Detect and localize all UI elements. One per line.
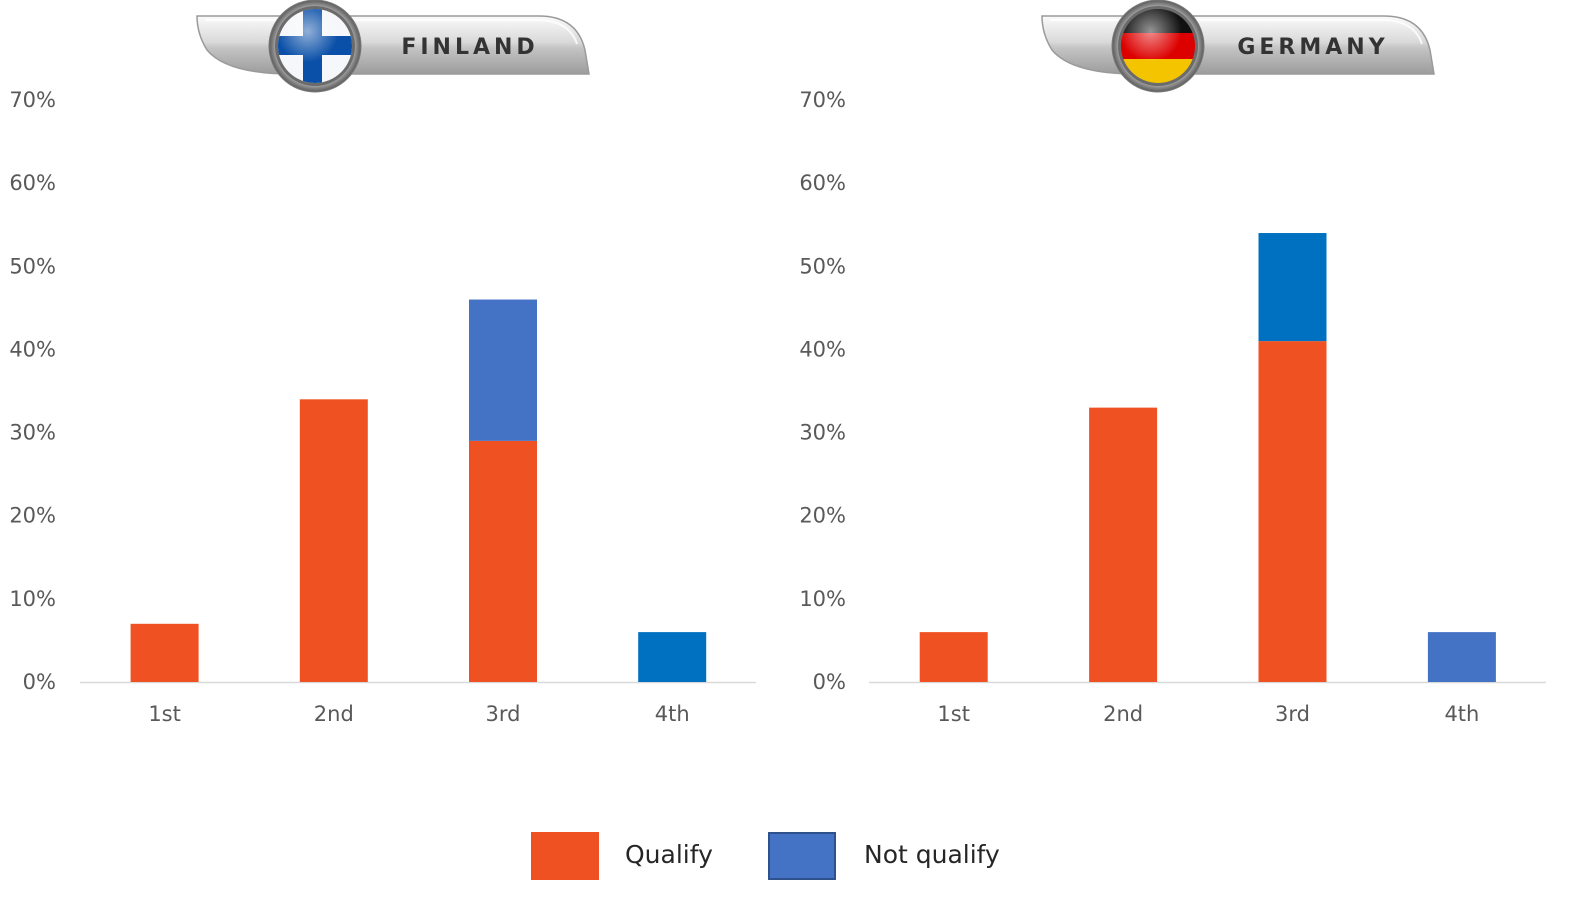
finland-flag-icon: [278, 9, 352, 83]
y-tick-label: 20%: [9, 504, 56, 528]
legend: Qualify Not qualify: [0, 830, 1585, 884]
y-tick-label: 50%: [9, 254, 56, 278]
x-category-label: 3rd: [486, 702, 521, 726]
y-tick-label: 30%: [799, 421, 846, 445]
legend-swatch-qualify: [531, 832, 599, 880]
badge-highlight: [205, 19, 578, 45]
bar-qualify: [1258, 341, 1327, 682]
y-tick-label: 40%: [799, 337, 846, 361]
bar-not-qualify: [1258, 233, 1327, 342]
y-tick-label: 10%: [9, 587, 56, 611]
country-title: FINLAND: [401, 35, 538, 60]
x-category-label: 4th: [655, 702, 690, 726]
country-title: GERMANY: [1237, 35, 1388, 60]
x-category-label: 1st: [937, 702, 970, 726]
y-tick-label: 0%: [813, 670, 846, 694]
country-badge-0: FINLAND: [196, 0, 590, 93]
legend-swatch-not-qualify: [768, 832, 836, 880]
y-tick-label: 60%: [799, 171, 846, 195]
x-category-label: 4th: [1444, 702, 1479, 726]
bar-qualify: [299, 399, 368, 682]
chart-panel-0: 0% 10% 20% 30% 40% 50% 60% 70% 1st 2nd 3rd 4th: [9, 88, 756, 726]
legend-label-not-qualify: Not qualify: [864, 840, 1000, 869]
y-tick-label: 70%: [9, 88, 56, 112]
legend-label-qualify: Qualify: [625, 840, 713, 869]
bar-qualify: [469, 440, 537, 682]
y-tick-label: 50%: [799, 254, 846, 278]
x-category-label: 2nd: [1103, 702, 1143, 726]
bar-not-qualify: [638, 632, 707, 682]
chart-panel-1: 0% 10% 20% 30% 40% 50% 60% 70% 1st 2nd 3rd 4th: [799, 88, 1546, 726]
y-tick-label: 60%: [9, 171, 56, 195]
bar-not-qualify: [1427, 632, 1496, 682]
y-tick-label: 40%: [9, 337, 56, 361]
y-tick-label: 10%: [799, 587, 846, 611]
x-category-label: 3rd: [1275, 702, 1310, 726]
country-badge-1: GERMANY: [1041, 0, 1435, 93]
y-tick-label: 30%: [9, 421, 56, 445]
legend-item-not-qualify: Not qualify: [768, 830, 1028, 882]
bar-qualify: [919, 632, 988, 682]
x-category-label: 1st: [148, 702, 181, 726]
badge-highlight: [1050, 19, 1423, 45]
y-tick-label: 0%: [23, 670, 56, 694]
bar-not-qualify: [469, 299, 537, 441]
bar-qualify: [1089, 407, 1158, 682]
y-tick-label: 70%: [799, 88, 846, 112]
x-category-label: 2nd: [314, 702, 354, 726]
y-tick-label: 20%: [799, 504, 846, 528]
bar-qualify: [130, 623, 199, 682]
legend-item-qualify: Qualify: [531, 830, 731, 882]
